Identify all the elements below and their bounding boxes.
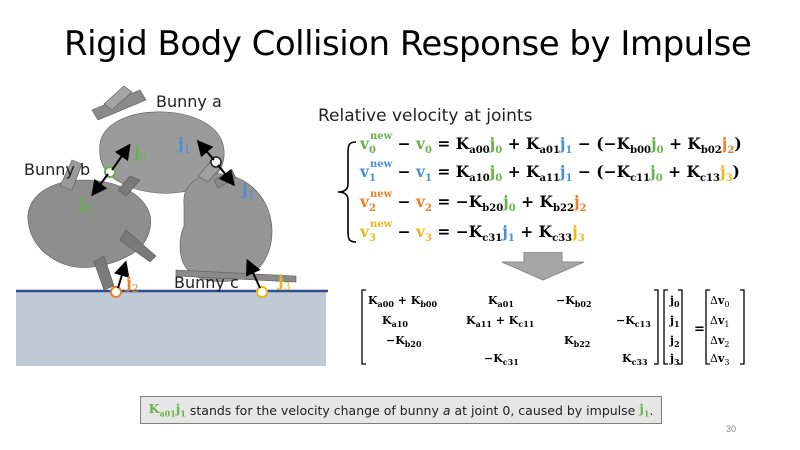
impulse-arrow-j3 (246, 258, 261, 289)
rhs-dv3: Δv3 (710, 352, 730, 368)
relative-velocity-heading: Relative velocity at joints (318, 106, 533, 126)
note-j-symbol-end: j1 (639, 401, 650, 419)
impulse-arrow-j1-a (196, 139, 215, 161)
matrix-cell-2-0: −Kb20 (386, 334, 422, 350)
joint-0-label: j0 (134, 142, 147, 165)
unknown-j0: j0 (670, 294, 680, 310)
equation-row-2: v2new − v2 = −Kb20j0 + Kb22j2 (360, 188, 587, 215)
joint-1-label-b: j1 (242, 180, 255, 203)
rhs-dv0: Δv0 (710, 294, 730, 310)
note-k-symbol: Ka01 (148, 401, 176, 419)
matrix-cell-2-2: Kb22 (564, 334, 591, 350)
equation-row-1: v1new − v1 = Ka10j0 + Ka11j1 − (−Kc11j0 … (360, 158, 740, 185)
impulse-arrow-j0-a (111, 143, 131, 171)
bunny-b-shape (27, 159, 157, 291)
equation-row-3: v3new − v3 = −Kc31j1 + Kc33j3 (360, 218, 585, 245)
bunny-b-label: Bunny b (24, 160, 91, 179)
ground-plane (16, 290, 326, 366)
joint-1-label: j1 (178, 134, 191, 157)
matrix-cell-0-2: −Kb02 (556, 294, 592, 310)
unknown-j3: j3 (670, 352, 680, 368)
matrix-cell-0-0: Ka00 + Kb00 (368, 294, 438, 310)
note-end: . (649, 402, 654, 418)
equation-row-0: v0new − v0 = Ka00j0 + Ka01j1 − (−Kb00j0 … (360, 130, 742, 157)
matrix-cell-1-3: −Kc13 (616, 314, 651, 330)
joint-2-label: j2 (126, 273, 139, 296)
down-arrow-icon (501, 252, 585, 281)
impulse-arrow-j0-b (91, 173, 109, 197)
matrix-cell-1-0: Ka10 (382, 314, 408, 330)
note-text-a: stands for the velocity change of bunny (185, 402, 443, 418)
joint-3-label: j3 (278, 271, 291, 294)
bunny-a-label: Bunny a (156, 92, 222, 111)
matrix-brackets (361, 289, 745, 365)
bunny-c-label: Bunny c (174, 273, 239, 292)
joint-3-marker (256, 286, 268, 298)
note-j-symbol: j1 (175, 401, 186, 419)
matrix-cell-3-3: Kc33 (622, 352, 648, 368)
note-text-b: at joint 0, caused by impulse (450, 402, 640, 418)
unknown-j1: j1 (670, 314, 680, 330)
matrix-equals: = (694, 322, 705, 337)
impulse-arrow-j1-b (217, 164, 235, 187)
joint-0-label-b: j0 (80, 194, 93, 217)
matrix-cell-1-1: Ka11 + Kc11 (466, 314, 535, 330)
joint-2-marker (110, 286, 122, 298)
slide-title: Rigid Body Collision Response by Impulse (64, 24, 752, 64)
matrix-cell-3-1: −Kc31 (484, 352, 519, 368)
explanation-note: Ka01 j1 stands for the velocity change of… (140, 396, 662, 424)
impulse-arrow-j2 (114, 260, 130, 289)
equation-brace (337, 141, 357, 243)
matrix-cell-0-1: Ka01 (488, 294, 514, 310)
rhs-dv2: Δv2 (710, 334, 730, 350)
note-italic-a: a (442, 402, 451, 418)
unknown-j2: j2 (670, 334, 680, 350)
page-number: 30 (726, 424, 737, 434)
rhs-dv1: Δv1 (710, 314, 730, 330)
bunny-a-shape (91, 85, 225, 197)
bunny-figure (16, 85, 328, 366)
